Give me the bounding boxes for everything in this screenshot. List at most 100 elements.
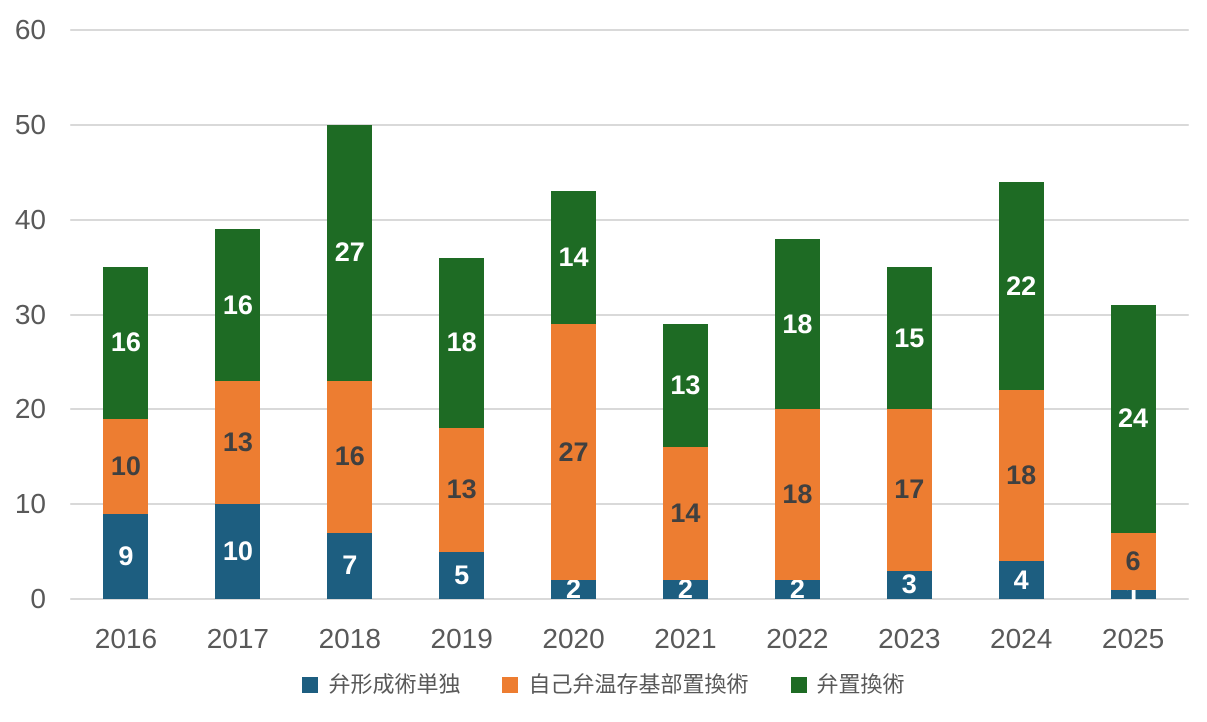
bar-segment-2016-弁形成術単独: 9 bbox=[103, 513, 149, 599]
bar-value-label: 10 bbox=[110, 450, 141, 481]
bar-segment-2023-弁形成術単独: 3 bbox=[886, 570, 932, 599]
x-axis-label-2018: 2018 bbox=[318, 623, 381, 654]
y-tick-label-30: 30 bbox=[14, 298, 46, 330]
bar-segment-2022-弁形成術単独: 2 bbox=[774, 576, 820, 603]
bar-segment-2019-弁置換術: 18 bbox=[439, 257, 485, 429]
bar-2024: 4 18 22 bbox=[998, 181, 1044, 599]
bar-value-label: 13 bbox=[222, 427, 253, 458]
bar-2018: 7 16 27 bbox=[327, 124, 373, 599]
bar-segment-2021-自己弁温存基部置換術: 14 bbox=[662, 447, 708, 581]
bar-segment-2016-自己弁温存基部置換術: 10 bbox=[103, 418, 149, 514]
bar-segment-2019-弁形成術単独: 5 bbox=[439, 551, 485, 599]
bar-value-label: 16 bbox=[110, 327, 141, 358]
bar-2016: 9 10 16 bbox=[103, 267, 149, 599]
gridline-y-50 bbox=[70, 123, 1189, 126]
bar-segment-2018-弁置換術: 27 bbox=[327, 124, 373, 381]
x-axis-label-2016: 2016 bbox=[94, 623, 158, 654]
bar-segment-2017-自己弁温存基部置換術: 13 bbox=[215, 380, 261, 505]
bar-value-label: 22 bbox=[1006, 270, 1037, 301]
bar-segment-2020-自己弁温存基部置換術: 27 bbox=[551, 324, 597, 581]
bar-segment-2025-弁形成術単独: 1 bbox=[1110, 580, 1156, 607]
bar-value-label: 16 bbox=[334, 441, 365, 472]
x-axis-label-2021: 2021 bbox=[654, 623, 717, 654]
bar-segment-2020-弁形成術単独: 2 bbox=[551, 576, 597, 603]
bar-value-label: 4 bbox=[1013, 564, 1029, 595]
bar-value-label: 18 bbox=[782, 308, 813, 339]
bar-value-label: 15 bbox=[894, 322, 925, 353]
bar-value-label: 13 bbox=[670, 370, 701, 401]
bar-value-label: 16 bbox=[222, 289, 253, 320]
bar-segment-2017-弁置換術: 16 bbox=[215, 229, 261, 381]
bar-value-label: 10 bbox=[222, 536, 253, 567]
bar-value-label: 27 bbox=[334, 237, 365, 268]
y-tick-label-20: 20 bbox=[14, 393, 46, 425]
bar-segment-2024-弁形成術単独: 4 bbox=[998, 561, 1044, 599]
x-axis-label-2022: 2022 bbox=[766, 623, 829, 654]
bar-segment-2020-弁置換術: 14 bbox=[551, 191, 597, 324]
bar-value-label: 6 bbox=[1125, 545, 1141, 576]
bar-segment-2024-弁置換術: 22 bbox=[998, 181, 1044, 391]
bar-segment-2019-自己弁温存基部置換術: 13 bbox=[439, 428, 485, 552]
bar-value-label: 18 bbox=[446, 327, 477, 358]
x-axis-label-2020: 2020 bbox=[542, 623, 605, 654]
bar-value-label: 2 bbox=[566, 574, 582, 605]
bar-value-label: 9 bbox=[118, 540, 134, 571]
legend-label: 弁形成術単独 bbox=[328, 672, 461, 697]
y-tick-label-40: 40 bbox=[14, 203, 46, 235]
y-tick-label-0: 0 bbox=[30, 583, 46, 614]
gridline-y-10 bbox=[70, 503, 1189, 506]
bar-value-label: 7 bbox=[342, 550, 358, 581]
bar-2019: 5 13 18 bbox=[439, 257, 485, 599]
x-axis-label-2023: 2023 bbox=[878, 623, 941, 654]
legend: 弁形成術単独 自己弁温存基部置換術 弁置換術 bbox=[0, 672, 1207, 698]
gridline-y-60 bbox=[70, 29, 1189, 31]
gridline-y-20 bbox=[70, 408, 1189, 411]
bar-value-label: 5 bbox=[454, 559, 470, 590]
y-tick-label-50: 50 bbox=[14, 108, 46, 140]
bar-2025: 1 6 24 bbox=[1110, 305, 1156, 607]
bar-segment-2017-弁形成術単独: 10 bbox=[215, 504, 261, 599]
legend-swatch-icon bbox=[502, 677, 519, 693]
bar-segment-2022-自己弁温存基部置換術: 18 bbox=[774, 409, 820, 581]
legend-label: 自己弁温存基部置換術 bbox=[528, 672, 749, 697]
x-axis-label-2017: 2017 bbox=[206, 623, 269, 654]
bar-segment-2016-弁置換術: 16 bbox=[103, 267, 149, 419]
x-axis-label-2024: 2024 bbox=[989, 623, 1053, 654]
legend-swatch-icon bbox=[302, 677, 319, 693]
bar-segment-2023-弁置換術: 15 bbox=[886, 267, 932, 410]
y-tick-label-60: 60 bbox=[14, 14, 46, 45]
legend-item-弁形成術単独: 弁形成術単独 bbox=[302, 672, 460, 698]
bar-value-label: 2 bbox=[677, 574, 693, 605]
legend-item-弁置換術: 弁置換術 bbox=[790, 672, 905, 698]
bar-2017: 10 13 16 bbox=[215, 229, 261, 599]
gridline-y-40 bbox=[70, 218, 1189, 221]
legend-label: 弁置換術 bbox=[816, 672, 905, 697]
bar-2021: 2 14 13 bbox=[662, 324, 708, 603]
bar-2023: 3 17 15 bbox=[886, 267, 932, 599]
bar-value-label: 13 bbox=[446, 474, 477, 505]
bar-2022: 2 18 18 bbox=[774, 238, 820, 603]
bar-segment-2025-弁置換術: 24 bbox=[1110, 305, 1156, 533]
bar-value-label: 24 bbox=[1118, 403, 1149, 434]
y-tick-label-10: 10 bbox=[14, 488, 46, 520]
legend-item-自己弁温存基部置換術: 自己弁温存基部置換術 bbox=[502, 672, 749, 698]
bar-value-label: 18 bbox=[782, 479, 813, 510]
bar-segment-2021-弁形成術単独: 2 bbox=[662, 576, 708, 603]
bar-segment-2025-自己弁温存基部置換術: 6 bbox=[1110, 532, 1156, 590]
bar-value-label: 2 bbox=[789, 574, 805, 605]
bar-value-label: 14 bbox=[558, 242, 589, 273]
bar-segment-2024-自己弁温存基部置換術: 18 bbox=[998, 390, 1044, 562]
gridline-y-0 bbox=[70, 598, 1189, 600]
legend-swatch-icon bbox=[790, 677, 807, 693]
bar-2020: 2 27 14 bbox=[551, 191, 597, 603]
x-axis-label-2019: 2019 bbox=[430, 623, 493, 654]
x-axis-label-2025: 2025 bbox=[1101, 623, 1165, 654]
bar-segment-2022-弁置換術: 18 bbox=[774, 238, 820, 410]
bar-value-label: 18 bbox=[1006, 460, 1037, 491]
bar-segment-2018-弁形成術単独: 7 bbox=[327, 532, 373, 599]
bar-value-label: 27 bbox=[558, 436, 589, 467]
bar-value-label: 14 bbox=[670, 498, 701, 529]
bar-value-label: 17 bbox=[894, 474, 925, 505]
bar-segment-2018-自己弁温存基部置換術: 16 bbox=[327, 380, 373, 533]
